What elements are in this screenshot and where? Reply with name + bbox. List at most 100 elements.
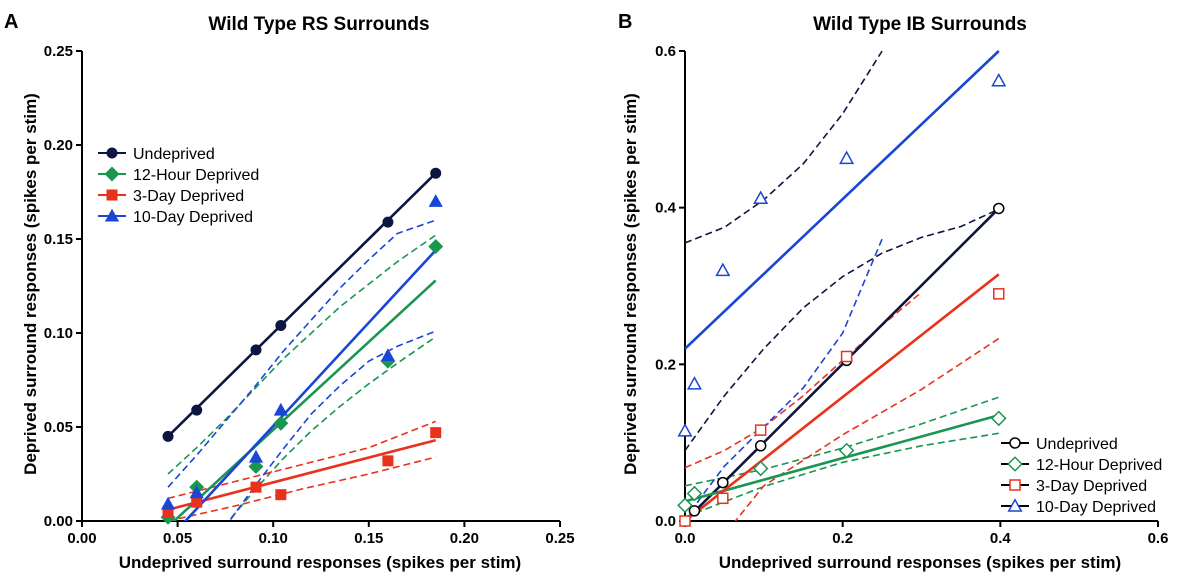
data-point [382,455,394,467]
data-point [430,427,442,439]
y-tick-label: 0.15 [44,231,73,248]
data-point [679,515,691,527]
ci-upper-line [167,234,437,475]
y-tick-label: 0.05 [44,419,73,436]
fit-line [183,249,437,521]
legend-marker [104,166,120,182]
y-tick-label: 0.10 [44,325,73,342]
legend-label: 10-Day Deprived [133,209,253,226]
x-tick-label: 0.15 [354,530,383,547]
ci-lower-line [227,336,437,521]
legend-label: Undeprived [1036,436,1118,453]
legend-label: 10-Day Deprived [1036,499,1156,516]
data-point [428,194,443,207]
y-axis-label-b: Deprived surround responses (spikes per … [621,93,640,475]
legend-marker [1009,479,1021,491]
ci-upper-line [685,208,1000,451]
legend-item: Undeprived [98,146,215,163]
y-tick-label: 0.0 [655,513,676,530]
ci-upper-line [685,291,923,469]
data-point [162,430,174,442]
y-tick-label: 0.2 [655,356,676,373]
fit-line [167,172,437,438]
legend-item: 12-Hour Deprived [98,166,259,184]
legend-label: 3-Day Deprived [133,188,244,205]
y-tick-label: 0.00 [44,513,73,530]
data-point [677,423,693,437]
legend-marker [1009,437,1021,449]
legend-label: 3-Day Deprived [1036,478,1147,495]
data-point [754,424,767,436]
x-tick-label: 0.0 [675,530,696,547]
y-tick-label: 0.25 [44,43,73,60]
panel-label-b: B [618,11,632,33]
plot-area [167,172,437,521]
legend-item: 10-Day Deprived [98,208,253,226]
legend-label: 12-Hour Deprived [1036,457,1162,474]
chart-title-a: Wild Type RS Surrounds [208,14,429,35]
x-tick-label: 0.25 [545,530,574,547]
data-point [993,288,1005,300]
data-point [191,404,203,416]
y-tick-label: 0.6 [655,43,676,60]
x-tick-label: 0.10 [259,530,288,547]
data-point [754,440,767,452]
x-axis-label-b: Undeprived surround responses (spikes pe… [719,553,1121,572]
ci-line [685,238,883,521]
ci-upper-line [167,420,436,500]
fit-line [685,50,1000,350]
data-point [717,476,729,489]
data-point [715,262,731,277]
chart-title-b: Wild Type IB Surrounds [813,14,1027,35]
data-point [688,505,701,517]
fit-line [685,414,1000,503]
x-tick-label: 0.05 [163,530,192,547]
fit-line [685,273,1000,521]
ci-lower-line [167,456,436,521]
x-tick-label: 0.4 [990,530,1012,547]
x-tick-label: 0.20 [450,530,479,547]
data-point [191,496,203,508]
legend-marker [104,208,120,222]
legend-marker [106,147,118,159]
data-point [993,202,1005,215]
legend-item: 12-Hour Deprived [1001,456,1162,474]
legend-label: Undeprived [133,146,215,163]
legend: Undeprived 12-Hour Deprived 3-Day Deprived… [98,146,259,226]
data-point [717,492,729,505]
data-point [990,410,1007,427]
data-point [840,350,853,363]
ci-lower-line [685,432,999,518]
panel-a: A Wild Type RS Surrounds Undeprived surr… [4,11,575,572]
data-point [752,460,769,477]
legend-marker [1007,498,1023,512]
data-point [273,415,289,431]
x-axis-label-a: Undeprived surround responses (spikes pe… [119,553,521,572]
data-point [430,167,442,179]
ci-upper-line [167,219,436,488]
data-point [753,190,769,205]
data-point [189,485,204,499]
panel-b: B Wild Type IB Surrounds Undeprived surr… [618,11,1169,572]
ci-line [685,50,883,244]
data-point [686,376,702,390]
data-point [248,449,264,463]
x-tick-label: 0.6 [1148,530,1169,547]
data-point [250,481,262,493]
y-tick-label: 0.20 [44,137,73,154]
legend-label: 12-Hour Deprived [133,167,259,184]
legend-item: 3-Day Deprived [98,188,244,205]
data-point [275,319,287,331]
legend-marker [1007,456,1023,472]
data-point [838,442,855,459]
plot-area [685,50,1000,521]
data-point [991,72,1007,87]
data-point [160,496,176,510]
fit-line [685,207,1000,521]
data-point [839,150,855,165]
panel-label-a: A [4,11,18,33]
legend-item: 3-Day Deprived [1001,478,1147,495]
data-point [380,348,396,362]
data-point [428,239,444,254]
